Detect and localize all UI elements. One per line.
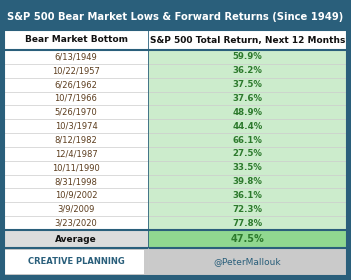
Text: 12/4/1987: 12/4/1987 (55, 149, 98, 158)
Text: 10/9/2002: 10/9/2002 (55, 191, 97, 200)
Bar (148, 64, 347, 78)
Text: 3/23/2020: 3/23/2020 (55, 219, 98, 228)
Bar (148, 30, 347, 50)
Text: 10/7/1966: 10/7/1966 (55, 94, 98, 103)
Bar (148, 78, 347, 92)
Bar (4, 92, 148, 105)
Text: Average: Average (55, 235, 97, 244)
Bar (148, 105, 347, 119)
Text: 5/26/1970: 5/26/1970 (55, 108, 98, 117)
Text: 33.5%: 33.5% (233, 163, 263, 172)
Bar (148, 188, 347, 202)
Bar (148, 161, 347, 175)
Text: 72.3%: 72.3% (232, 205, 263, 214)
Text: 48.9%: 48.9% (232, 108, 263, 117)
Text: 77.8%: 77.8% (232, 219, 263, 228)
Bar (148, 202, 347, 216)
Bar (4, 105, 148, 119)
Text: 6/26/1962: 6/26/1962 (55, 80, 98, 89)
Text: 39.8%: 39.8% (233, 177, 263, 186)
Bar (4, 216, 148, 230)
Text: CREATIVE PLANNING: CREATIVE PLANNING (28, 258, 124, 267)
Text: 27.5%: 27.5% (233, 149, 263, 158)
Bar (148, 119, 347, 133)
Text: 10/3/1974: 10/3/1974 (55, 122, 98, 131)
Text: 47.5%: 47.5% (231, 234, 264, 244)
Text: 8/31/1998: 8/31/1998 (55, 177, 98, 186)
Text: 59.9%: 59.9% (233, 52, 263, 61)
Bar (148, 92, 347, 105)
Bar (148, 133, 347, 147)
Bar (4, 78, 148, 92)
Bar (4, 202, 148, 216)
Bar (4, 119, 148, 133)
Bar (148, 230, 347, 248)
Text: 44.4%: 44.4% (232, 122, 263, 131)
Text: S&P 500 Bear Market Lows & Forward Returns (Since 1949): S&P 500 Bear Market Lows & Forward Retur… (7, 12, 344, 22)
Bar (4, 30, 148, 50)
Text: 10/11/1990: 10/11/1990 (52, 163, 100, 172)
Text: Bear Market Bottom: Bear Market Bottom (25, 36, 127, 45)
Bar (148, 175, 347, 188)
Bar (4, 147, 148, 161)
Text: 10/22/1957: 10/22/1957 (52, 66, 100, 75)
Text: 66.1%: 66.1% (233, 136, 263, 144)
Text: 36.2%: 36.2% (233, 66, 263, 75)
Bar (4, 248, 347, 276)
Bar (4, 50, 148, 64)
Bar (4, 4, 347, 30)
Bar (148, 216, 347, 230)
Text: 36.1%: 36.1% (233, 191, 263, 200)
Text: S&P 500 Total Return, Next 12 Months: S&P 500 Total Return, Next 12 Months (150, 36, 345, 45)
Bar (4, 161, 148, 175)
Text: @PeterMallouk: @PeterMallouk (214, 258, 282, 267)
Bar (4, 133, 148, 147)
Bar (4, 250, 144, 274)
Bar (148, 50, 347, 64)
Text: 6/13/1949: 6/13/1949 (55, 52, 98, 61)
Text: 37.5%: 37.5% (233, 80, 263, 89)
Bar (4, 64, 148, 78)
Text: 3/9/2009: 3/9/2009 (57, 205, 95, 214)
Text: 8/12/1982: 8/12/1982 (55, 136, 98, 144)
Bar (4, 175, 148, 188)
Bar (4, 188, 148, 202)
Bar (4, 230, 148, 248)
Text: 37.6%: 37.6% (232, 94, 263, 103)
Bar (148, 147, 347, 161)
